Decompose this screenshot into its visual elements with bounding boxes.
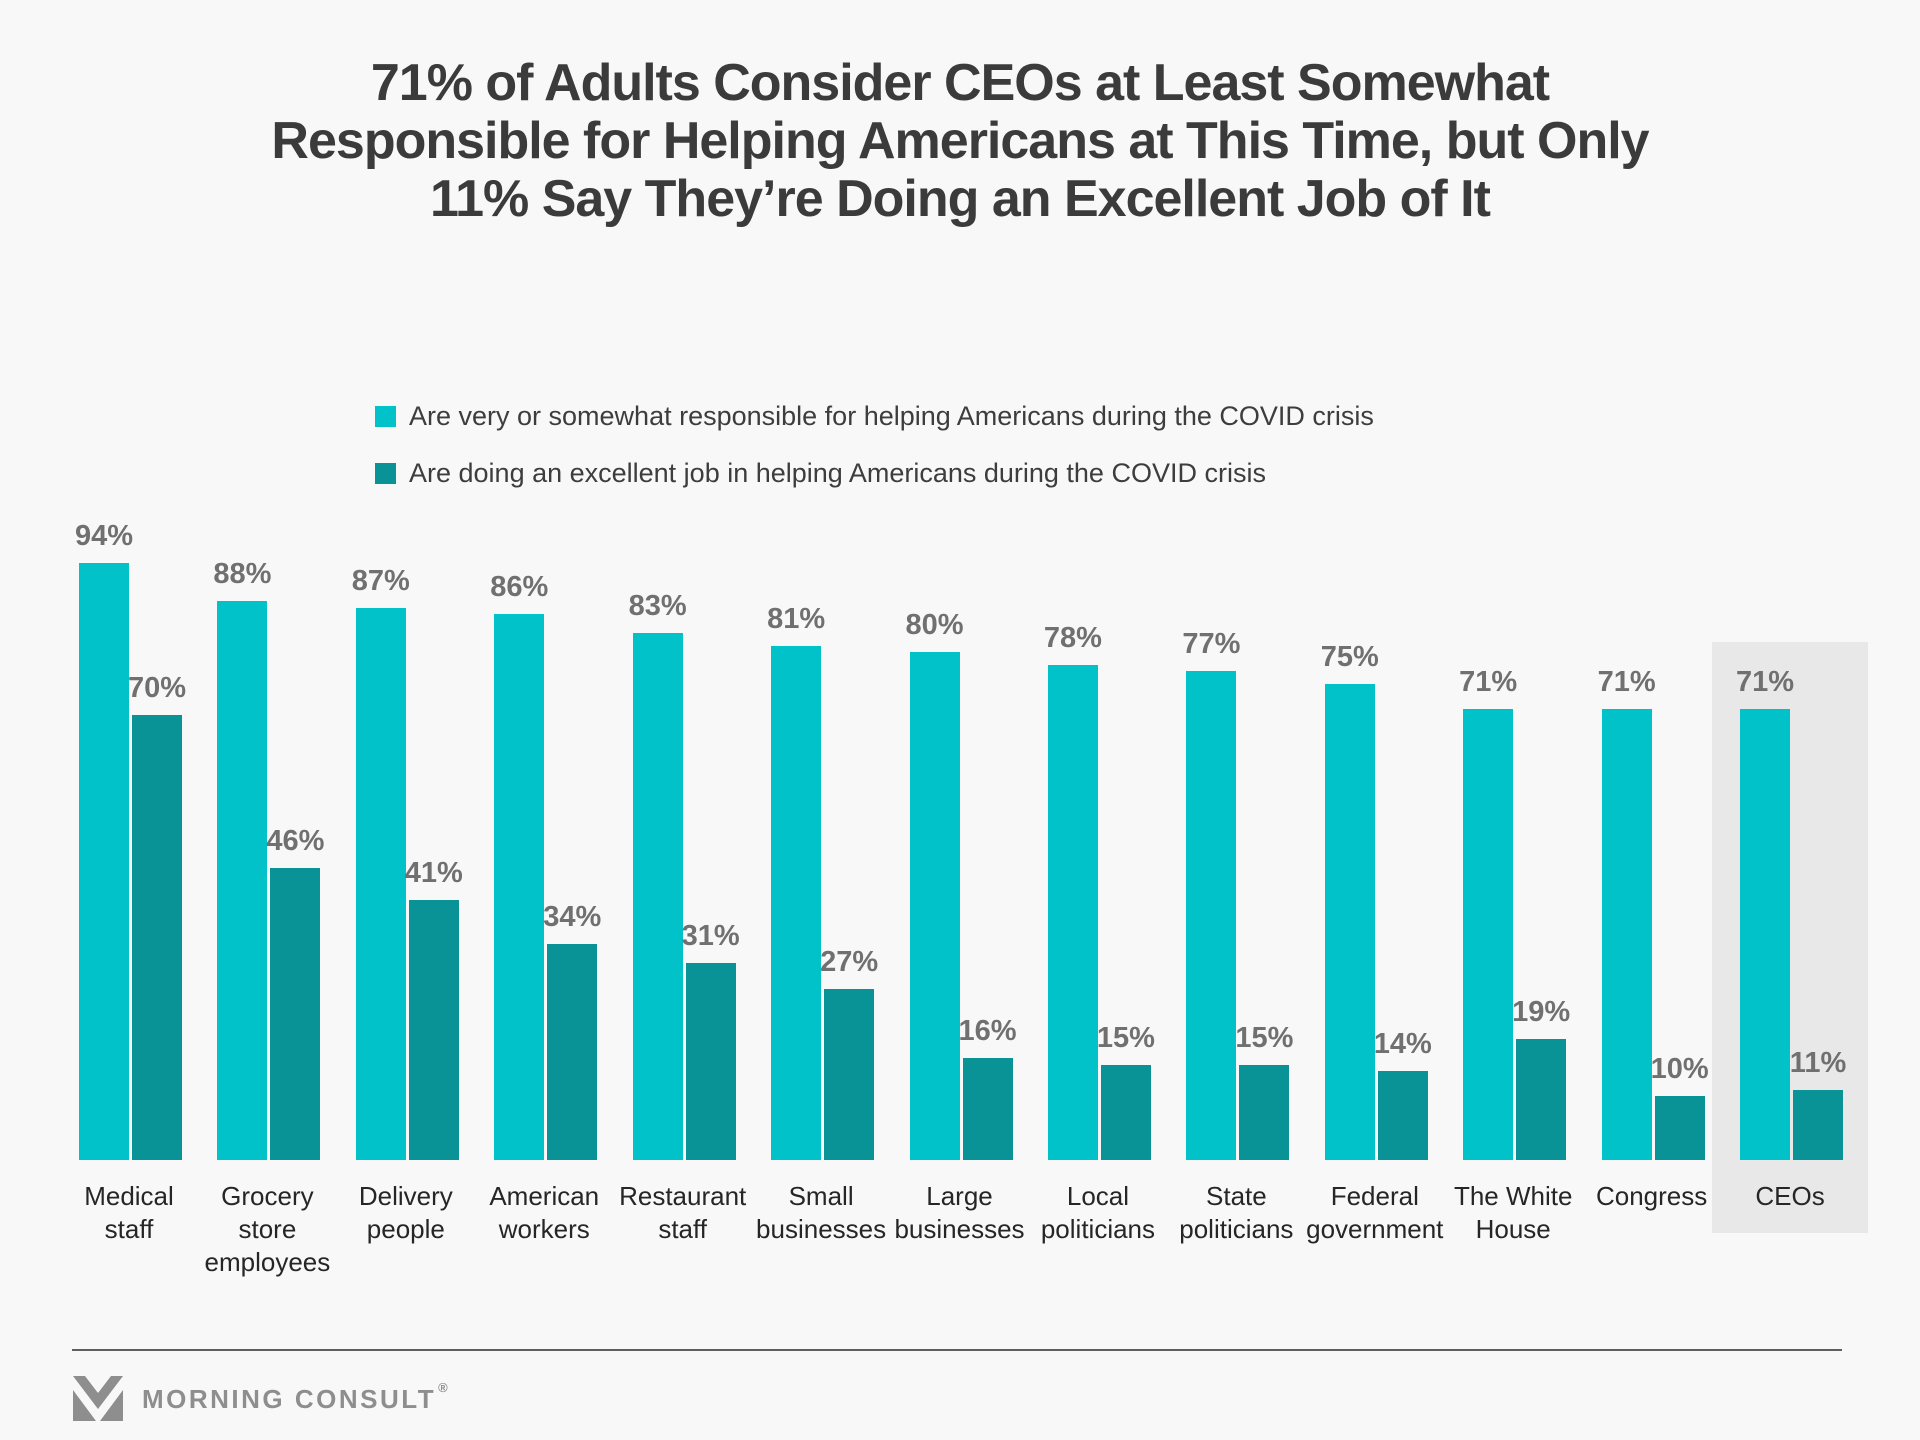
value-label: 31% [681, 920, 740, 952]
category-label: Restaurant staff [619, 1181, 747, 1244]
value-label: 83% [628, 590, 687, 622]
value-label: 34% [543, 901, 602, 933]
registered-trademark: ® [438, 1379, 448, 1395]
category-label: Large businesses [894, 1181, 1025, 1244]
bar-responsible [1186, 671, 1237, 1160]
bar-excellent-job [685, 963, 736, 1160]
value-label: 46% [266, 825, 325, 857]
bar-responsible [494, 614, 545, 1160]
bar-excellent-job [1100, 1065, 1151, 1160]
value-label: 19% [1512, 996, 1571, 1028]
bar-excellent-job [962, 1058, 1013, 1160]
legend-swatch-excellent-job-icon [375, 463, 396, 484]
value-label: 14% [1373, 1028, 1432, 1060]
value-label: 78% [1043, 622, 1102, 654]
bar-responsible [1047, 665, 1098, 1160]
category-label: The White House [1453, 1181, 1573, 1244]
category-label: American workers [489, 1181, 600, 1244]
value-label: 11% [1789, 1047, 1847, 1079]
category-label: Small businesses [756, 1181, 887, 1244]
category-label: Local politicians [1040, 1181, 1156, 1244]
bar-responsible [1324, 684, 1375, 1160]
bar-excellent-job [547, 944, 598, 1160]
category-label: Federal government [1306, 1181, 1444, 1244]
bar-excellent-job [1516, 1039, 1567, 1160]
value-label: 15% [1235, 1022, 1294, 1054]
ceo-highlight-box [1712, 642, 1869, 1233]
legend-item-responsible: Are very or somewhat responsible for hel… [375, 399, 1374, 434]
chart-legend: Are very or somewhat responsible for hel… [375, 399, 1374, 513]
bar-excellent-job [408, 900, 459, 1160]
bar-excellent-job [1377, 1071, 1428, 1160]
legend-item-excellent-job: Are doing an excellent job in helping Am… [375, 456, 1374, 491]
bar-excellent-job [824, 989, 875, 1160]
bar-responsible [632, 633, 683, 1160]
category-label: CEOs [1755, 1181, 1825, 1211]
legend-label-excellent-job: Are doing an excellent job in helping Am… [409, 458, 1266, 488]
footer-brand: MORNING CONSULT ® [72, 1376, 448, 1422]
value-label: 94% [74, 520, 134, 552]
bar-responsible [1601, 709, 1652, 1160]
value-label: 88% [213, 558, 272, 590]
bar-responsible [217, 601, 268, 1160]
brand-name: MORNING CONSULT [142, 1383, 437, 1414]
chart-title-line-1: 71% of Adults Consider CEOs at Least Som… [370, 54, 1550, 112]
bar-excellent-job [1239, 1065, 1290, 1160]
category-label: Congress [1595, 1181, 1708, 1211]
bar-excellent-job [132, 715, 182, 1160]
category-label: Delivery people [358, 1181, 453, 1244]
value-label: 70% [127, 672, 187, 704]
bar-responsible [909, 652, 960, 1160]
value-label: 71% [1736, 666, 1795, 698]
bar-excellent-job [1654, 1096, 1705, 1160]
legend-label-responsible: Are very or somewhat responsible for hel… [409, 401, 1374, 431]
value-label: 27% [820, 946, 879, 978]
category-label: Medical staff [84, 1181, 174, 1244]
legend-swatch-responsible-icon [375, 406, 396, 427]
value-label: 77% [1182, 628, 1241, 660]
value-label: 80% [905, 609, 964, 641]
value-label: 71% [1597, 666, 1656, 698]
bar-excellent-job [270, 868, 321, 1160]
bar-responsible [1463, 709, 1514, 1160]
value-label: 87% [351, 565, 410, 597]
value-label: 81% [767, 603, 826, 635]
bar-responsible [79, 563, 129, 1160]
chart-title: 71% of Adults Consider CEOs at Least Som… [0, 54, 1920, 228]
chart-title-line-3: 11% Say They’re Doing an Excellent Job o… [430, 170, 1491, 228]
category-label: Grocery store employees [204, 1181, 331, 1277]
footer-divider [72, 1349, 1842, 1351]
value-label: 71% [1459, 666, 1518, 698]
bar-excellent-job [1793, 1090, 1844, 1160]
value-label: 10% [1650, 1053, 1709, 1085]
value-label: 16% [958, 1015, 1017, 1047]
value-label: 86% [490, 571, 549, 603]
value-label: 41% [404, 857, 463, 889]
chart-title-line-2: Responsible for Helping Americans at Thi… [271, 112, 1649, 170]
bar-responsible [1740, 709, 1791, 1160]
morning-consult-logo-icon [73, 1376, 123, 1421]
category-label: State politicians [1179, 1181, 1294, 1244]
bar-responsible [771, 646, 822, 1160]
bar-responsible [355, 608, 406, 1160]
value-label: 75% [1320, 641, 1379, 673]
value-label: 15% [1096, 1022, 1155, 1054]
